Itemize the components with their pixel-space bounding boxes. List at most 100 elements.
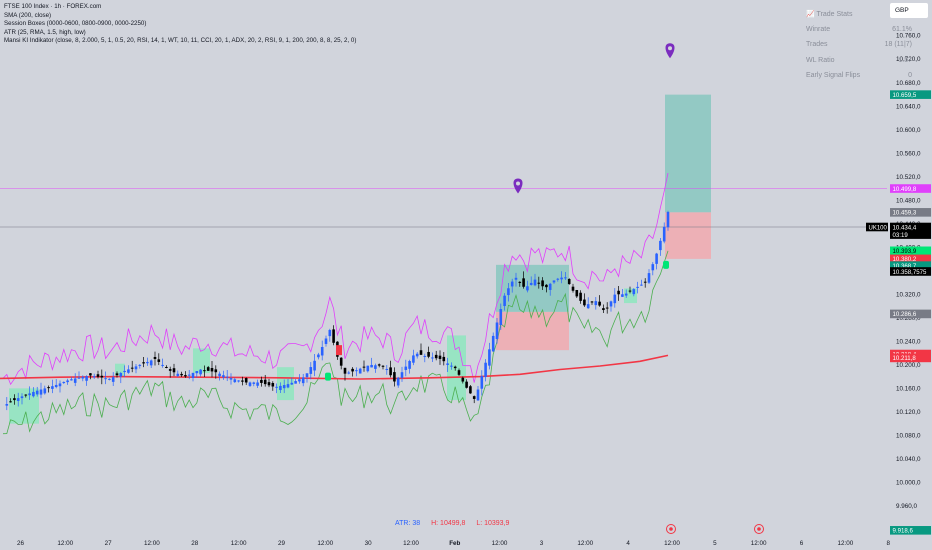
candle [381,365,385,370]
x-tick-label: 27 [105,540,113,547]
candle [263,374,267,387]
candle-body [115,373,119,376]
candle-body [195,371,199,374]
candle [81,375,85,382]
candle [43,385,47,395]
price-label-text: 03:19 [893,232,909,239]
buy-signal-marker [325,372,331,381]
candle-body [16,398,20,401]
candle-body [317,354,320,358]
candle [70,376,73,381]
candle-body [412,355,415,363]
buy-signal-marker [663,260,669,269]
x-tick-label: 28 [191,540,199,547]
candle-body [111,377,115,382]
candle [400,366,404,382]
lightning-event-icon [666,524,676,534]
x-tick-label: 12:00 [837,540,853,547]
candle-body [598,301,601,306]
candle [332,325,335,346]
candle-body [583,299,586,306]
x-tick-label: 26 [17,540,25,547]
candle-body [659,240,662,251]
candle-body [294,381,297,384]
candle [187,369,191,380]
candle-body [385,368,389,370]
candle-body [123,370,126,373]
price-label-text: 9.918,6 [893,528,914,535]
candle [545,284,548,293]
x-tick-label: 12:00 [492,540,508,547]
candle [370,357,373,368]
candle-body [655,253,658,264]
candle-body [176,373,180,376]
candle-body [575,289,579,297]
y-tick-label: 10.120,0 [896,409,921,416]
candle-body [96,374,100,377]
candle-body [24,394,28,396]
candle-body [260,379,263,383]
trade-stats-panel: 📈 Trade Stats Winrate 61.1% Trades 18 (11|… [806,6,916,84]
price-label-text: 10.459,3 [893,210,917,217]
signal-box [193,348,210,374]
candle [529,276,533,286]
price-label-box [890,230,931,239]
price-label: 10.659,5 [890,90,931,99]
candle [651,262,655,276]
y-tick-label: 10.200,0 [896,362,921,369]
candle [58,380,62,393]
candle-body [415,353,419,357]
candle-body [480,376,484,389]
candle [191,372,195,382]
candle-body [271,382,275,387]
price-label: 10.380,2 [890,254,931,264]
candle-body [446,363,449,365]
candle-body [66,380,69,383]
event-icon-core [669,527,673,531]
legend-indicator-sma[interactable]: SMA (200, close) [4,11,52,19]
candle [275,383,278,394]
candle-body [9,401,12,403]
legend-indicator-session-boxes[interactable]: Session Boxes (0000-0600, 0800-0900, 000… [4,20,147,28]
candle [134,364,138,374]
y-tick-label: 10.320,0 [896,291,921,298]
candle-body [92,376,96,378]
candle-body [393,372,396,382]
candle [347,370,351,375]
legend-indicator-atr[interactable]: ATR (25, RMA, 1.5, high, low) [4,28,86,36]
currency-selector[interactable]: GBP [890,3,928,18]
candle [119,371,123,384]
legend-indicator-mansi[interactable]: Mansi KI Indikator (close, 8, 2.000, 5, … [4,37,357,45]
candle-body [541,280,544,287]
candle-body [442,356,446,362]
price-label-text: 10.380,2 [893,256,917,263]
candle-body [222,375,225,378]
candle-body [203,370,206,372]
candle [142,356,145,368]
candle [294,379,297,384]
candle [469,384,472,394]
legend-title[interactable]: FTSE 100 Index · 1h · FOREX.com [4,3,102,10]
candle [35,386,39,397]
candle [590,300,594,305]
candle-body [434,354,438,359]
time-axis [0,536,932,550]
candle [476,385,480,401]
y-tick-label: 10.600,0 [896,127,921,134]
candle-body [472,396,476,399]
candle [453,365,457,371]
candle [271,381,275,391]
trade-stats-header: 📈 Trade Stats [806,6,916,22]
candle-body [469,386,472,394]
candle [602,304,605,313]
candle-body [556,278,560,280]
candle [442,352,446,366]
candle [605,302,609,314]
candle [328,328,332,342]
candle [324,335,328,347]
candle [20,393,24,405]
candle [218,371,221,381]
candle-body [225,376,229,378]
x-tick-label: 12:00 [577,540,593,547]
